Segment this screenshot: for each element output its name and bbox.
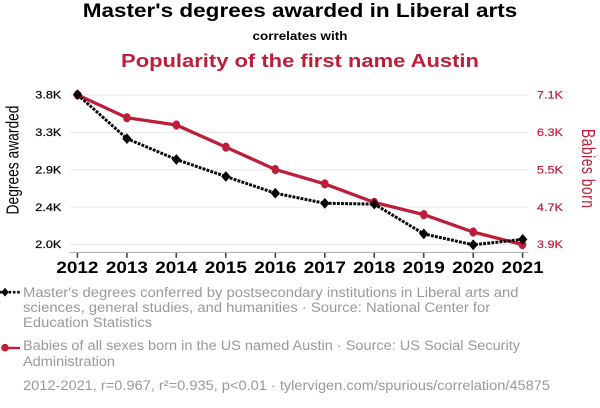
svg-text:2017: 2017 — [304, 258, 346, 277]
svg-text:3.9K: 3.9K — [537, 239, 563, 251]
svg-text:6.3K: 6.3K — [537, 127, 563, 139]
svg-text:5.5K: 5.5K — [537, 164, 563, 176]
svg-text:2013: 2013 — [106, 258, 148, 277]
svg-text:2.0K: 2.0K — [35, 239, 61, 251]
svg-text:2014: 2014 — [155, 258, 197, 277]
svg-text:2016: 2016 — [254, 258, 296, 277]
svg-text:2012: 2012 — [56, 258, 98, 277]
svg-text:3.3K: 3.3K — [35, 127, 61, 139]
svg-text:Babies born: Babies born — [578, 129, 598, 209]
svg-text:2015: 2015 — [205, 258, 247, 277]
svg-text:2.9K: 2.9K — [35, 164, 61, 176]
svg-text:2021: 2021 — [502, 258, 544, 277]
svg-text:2020: 2020 — [452, 258, 494, 277]
svg-text:3.8K: 3.8K — [35, 90, 61, 102]
svg-text:2018: 2018 — [353, 258, 395, 277]
svg-text:2.4K: 2.4K — [35, 202, 61, 214]
svg-text:4.7K: 4.7K — [537, 202, 563, 214]
svg-text:7.1K: 7.1K — [537, 90, 563, 102]
svg-text:2019: 2019 — [403, 258, 445, 277]
svg-text:Degrees awarded: Degrees awarded — [4, 106, 23, 215]
